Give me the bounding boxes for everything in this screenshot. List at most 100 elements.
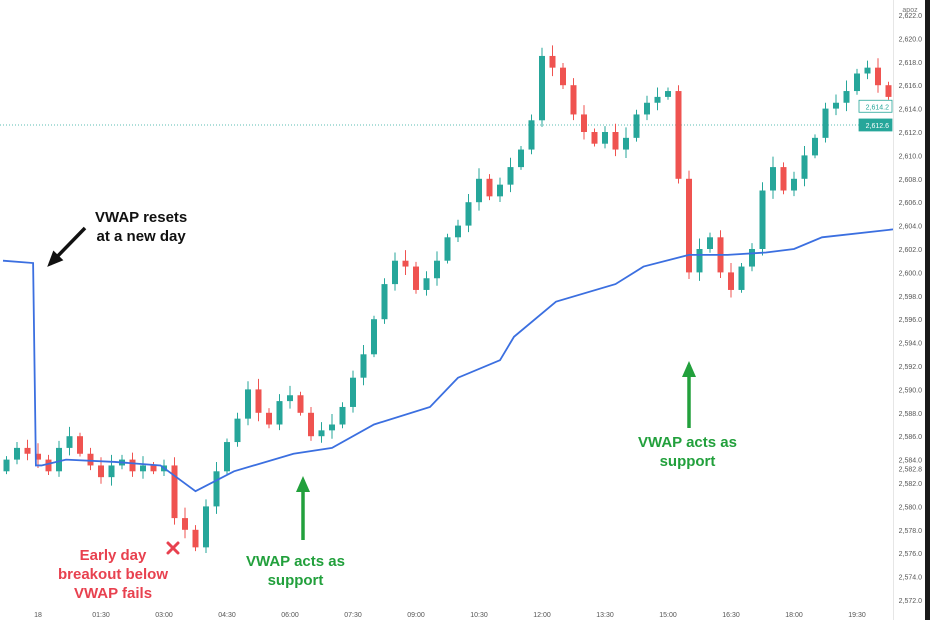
candle-body <box>602 132 608 144</box>
y-tick-label: 2,616.0 <box>899 83 922 90</box>
candle-body <box>875 67 881 86</box>
candle-body <box>360 354 367 378</box>
candle-body <box>171 465 178 519</box>
candle-body <box>444 237 451 261</box>
y-tick-label: 2,596.0 <box>899 317 922 324</box>
x-tick-label: 01:30 <box>92 612 110 619</box>
candle-body <box>675 91 682 179</box>
candle-body <box>507 167 514 185</box>
y-tick-label: 2,600.0 <box>899 270 922 277</box>
x-tick-label: 18 <box>34 612 42 619</box>
y-tick-label: 2,576.0 <box>899 551 922 558</box>
axis-header: apoz <box>902 7 918 14</box>
x-tick-label: 04:30 <box>218 612 236 619</box>
y-tick-label: 2,622.0 <box>899 13 922 20</box>
candle-body <box>476 178 482 203</box>
y-tick-label: 2,618.0 <box>899 60 922 67</box>
y-tick-label: 2,584.0 <box>899 458 922 465</box>
candle-body <box>696 249 703 273</box>
candle-body <box>854 73 860 92</box>
candle-body <box>3 459 10 472</box>
price-axis-labels: 2,622.0 2,620.0 2,618.0 2,616.0 2,614.0 2,612… <box>899 7 922 605</box>
candle-body <box>644 102 650 115</box>
candle-body <box>234 418 241 443</box>
candle-body <box>486 178 493 197</box>
y-tick-label: 2,588.0 <box>899 411 922 418</box>
candle-body <box>623 137 629 150</box>
candle-body <box>581 114 587 132</box>
price-chart[interactable]: 18 01:30 03:00 04:30 06:00 07:30 09:00 10:30 12:… <box>0 0 893 620</box>
x-tick-label: 16:30 <box>722 612 740 619</box>
y-tick-label: 2,602.0 <box>899 247 922 254</box>
y-tick-label: 2,608.0 <box>899 177 922 184</box>
x-tick-label: 18:00 <box>785 612 803 619</box>
candle-body <box>455 225 461 238</box>
candle-body <box>402 260 409 267</box>
candle-body <box>224 442 230 472</box>
annotation-vwap-resets: VWAP resets at a new day <box>95 209 188 245</box>
price-axis[interactable]: 2,622.0 2,620.0 2,618.0 2,616.0 2,614.0 2,612… <box>893 0 926 620</box>
candle-body <box>371 319 377 355</box>
y-tick-label: 2,604.0 <box>899 224 922 231</box>
x-tick-label: 10:30 <box>470 612 488 619</box>
y-tick-label: 2,612.0 <box>899 130 922 137</box>
candle-body <box>182 518 188 530</box>
candle-body <box>728 272 734 290</box>
candle-body <box>885 85 892 97</box>
candle-body <box>56 447 62 472</box>
candle-body <box>108 465 115 478</box>
x-tick-label: 09:00 <box>407 612 425 619</box>
vwap-line <box>2 228 893 493</box>
candle-body <box>287 395 293 402</box>
candle-body <box>87 453 94 466</box>
candle-body <box>707 237 713 249</box>
candle-body <box>98 465 104 478</box>
candle-body <box>497 184 503 197</box>
candle-body <box>665 91 671 97</box>
y-extra-label: 2,582.8 <box>899 467 922 474</box>
last-price-label-box <box>858 118 893 132</box>
candle-body <box>45 459 52 472</box>
y-tick-label: 2,574.0 <box>899 575 922 582</box>
y-tick-label: 2,582.0 <box>899 481 922 488</box>
candle-body <box>539 55 545 121</box>
candle-body <box>518 149 524 168</box>
y-tick-label: 2,598.0 <box>899 294 922 301</box>
candle-body <box>833 102 839 109</box>
y-tick-label: 2,592.0 <box>899 364 922 371</box>
y-tick-label: 2,590.0 <box>899 387 922 394</box>
support-arrow-2-head <box>682 361 696 377</box>
y-tick-label: 2,620.0 <box>899 36 922 43</box>
candle-body <box>350 377 356 407</box>
fail-x-icon <box>166 541 180 555</box>
y-tick-label: 2,606.0 <box>899 200 922 207</box>
candle-body <box>528 120 535 150</box>
candle-body <box>413 266 419 290</box>
candle-body <box>780 167 787 191</box>
window-edge <box>925 0 930 620</box>
candle-body <box>749 249 755 267</box>
x-tick-label: 06:00 <box>281 612 299 619</box>
y-tick-label: 2,610.0 <box>899 153 922 160</box>
candle-body <box>822 108 829 138</box>
y-tick-label: 2,614.0 <box>899 107 922 114</box>
candle-body <box>423 278 430 290</box>
candle-body <box>150 465 157 472</box>
candle-body <box>686 178 692 273</box>
prev-price-label-box <box>858 99 893 113</box>
x-tick-label: 07:30 <box>344 612 362 619</box>
annotation-support-1: VWAP acts as support <box>246 553 345 589</box>
x-tick-label: 12:00 <box>533 612 551 619</box>
candle-body <box>759 190 766 249</box>
x-tick-label: 03:00 <box>155 612 173 619</box>
candle-body <box>329 424 335 431</box>
x-tick-label: 13:30 <box>596 612 614 619</box>
candle-body <box>633 114 640 138</box>
candle-body <box>434 260 440 279</box>
candle-body <box>192 529 199 548</box>
candle-body <box>297 395 304 413</box>
candle-body <box>381 284 388 320</box>
annotation-breakout-fails: Early day breakout below VWAP fails <box>58 547 169 602</box>
candle-body <box>843 91 850 103</box>
y-tick-label: 2,580.0 <box>899 504 922 511</box>
